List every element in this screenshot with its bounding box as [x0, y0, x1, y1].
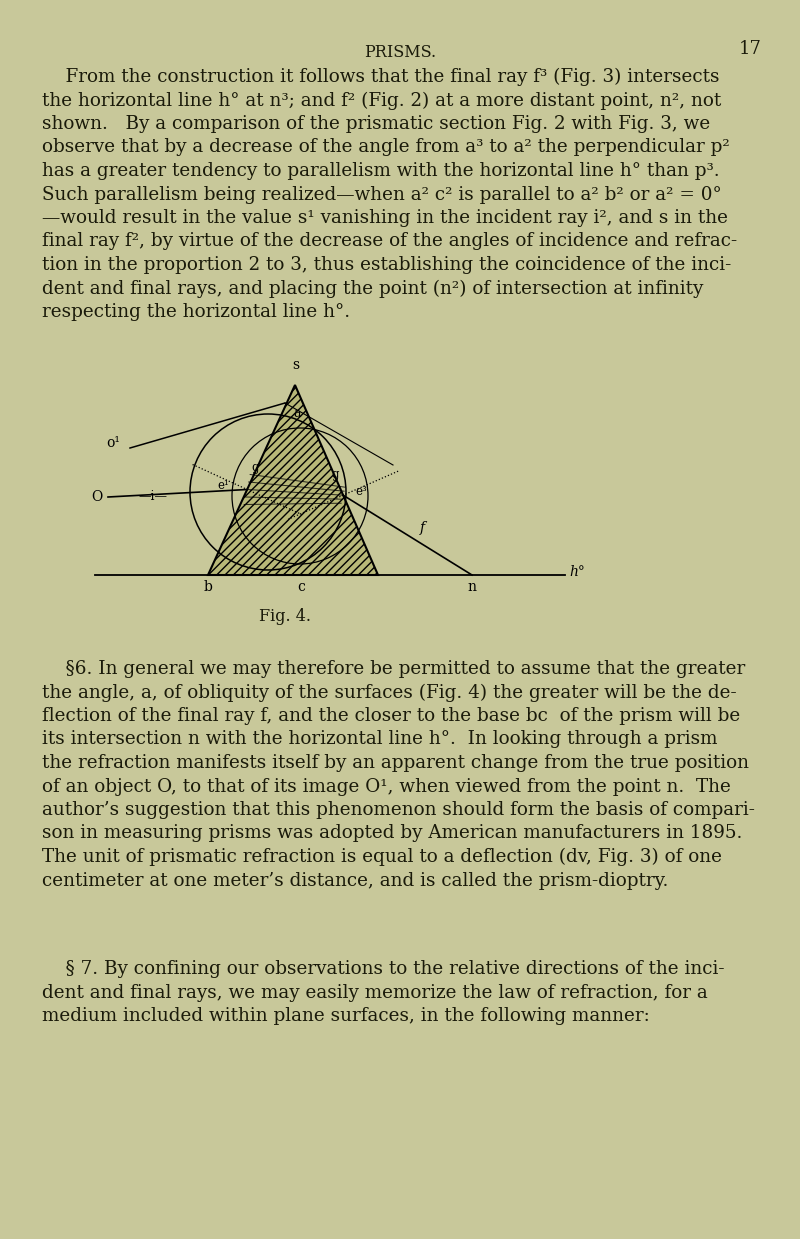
- Text: the refraction manifests itself by an apparent change from the true position: the refraction manifests itself by an ap…: [42, 755, 749, 772]
- Text: The unit of prismatic refraction is equal to a deflection (dv, Fig. 3) of one: The unit of prismatic refraction is equa…: [42, 847, 722, 866]
- Text: Such parallelism being realized—when a² c² is parallel to a² b² or a² = 0°: Such parallelism being realized—when a² …: [42, 186, 722, 203]
- Text: dent and final rays, and placing the point (n²) of intersection at infinity: dent and final rays, and placing the poi…: [42, 280, 703, 297]
- Text: —i—: —i—: [138, 491, 167, 503]
- Text: tion in the proportion 2 to 3, thus establishing the coincidence of the inci-: tion in the proportion 2 to 3, thus esta…: [42, 256, 731, 274]
- Text: § 7. By confining our observations to the relative directions of the inci-: § 7. By confining our observations to th…: [42, 960, 725, 978]
- Text: has a greater tendency to parallelism with the horizontal line h° than p³.: has a greater tendency to parallelism wi…: [42, 162, 720, 180]
- Text: From the construction it follows that the final ray f³ (Fig. 3) intersects: From the construction it follows that th…: [42, 68, 719, 87]
- Text: of an object O, to that of its image O¹, when viewed from the point n.  The: of an object O, to that of its image O¹,…: [42, 778, 731, 795]
- Text: b: b: [203, 580, 213, 593]
- Text: e¹: e¹: [218, 479, 229, 492]
- Text: e³: e³: [355, 484, 367, 498]
- Text: PRISMS.: PRISMS.: [364, 45, 436, 61]
- Text: medium included within plane surfaces, in the following manner:: medium included within plane surfaces, i…: [42, 1007, 650, 1025]
- Text: the angle, a, of obliquity of the surfaces (Fig. 4) the greater will be the de-: the angle, a, of obliquity of the surfac…: [42, 684, 737, 701]
- Text: 17: 17: [739, 40, 762, 58]
- Text: c: c: [297, 580, 305, 593]
- Text: author’s suggestion that this phenomenon should form the basis of compari-: author’s suggestion that this phenomenon…: [42, 800, 755, 819]
- Text: son in measuring prisms was adopted by American manufacturers in 1895.: son in measuring prisms was adopted by A…: [42, 824, 742, 843]
- Text: observe that by a decrease of the angle from a³ to a² the perpendicular p²: observe that by a decrease of the angle …: [42, 139, 730, 156]
- Text: flection of the final ray f, and the closer to the base bc  of the prism will be: flection of the final ray f, and the clo…: [42, 707, 740, 725]
- Text: centimeter at one meter’s distance, and is called the prism-dioptry.: centimeter at one meter’s distance, and …: [42, 871, 668, 890]
- Polygon shape: [208, 385, 378, 575]
- Text: §6. In general we may therefore be permitted to assume that the greater: §6. In general we may therefore be permi…: [42, 660, 746, 678]
- Text: respecting the horizontal line h°.: respecting the horizontal line h°.: [42, 304, 350, 321]
- Text: —would result in the value s¹ vanishing in the incident ray i², and s in the: —would result in the value s¹ vanishing …: [42, 209, 728, 227]
- Text: n: n: [467, 580, 477, 593]
- Text: g: g: [251, 461, 259, 473]
- Text: shown.   By a comparison of the prismatic section Fig. 2 with Fig. 3, we: shown. By a comparison of the prismatic …: [42, 115, 710, 133]
- Text: o¹: o¹: [106, 436, 120, 450]
- Text: f: f: [419, 522, 425, 535]
- Text: the horizontal line h° at n³; and f² (Fig. 2) at a more distant point, n², not: the horizontal line h° at n³; and f² (Fi…: [42, 92, 722, 110]
- Text: final ray f², by virtue of the decrease of the angles of incidence and refrac-: final ray f², by virtue of the decrease …: [42, 233, 737, 250]
- Text: s: s: [293, 358, 299, 372]
- Text: h°: h°: [569, 565, 585, 579]
- Text: O: O: [92, 489, 103, 504]
- Text: dent and final rays, we may easily memorize the law of refraction, for a: dent and final rays, we may easily memor…: [42, 984, 708, 1001]
- Text: g: g: [331, 468, 339, 481]
- Text: its intersection n with the horizontal line h°.  In looking through a prism: its intersection n with the horizontal l…: [42, 731, 718, 748]
- Text: Fig. 4.: Fig. 4.: [259, 608, 311, 624]
- Text: a: a: [294, 406, 301, 420]
